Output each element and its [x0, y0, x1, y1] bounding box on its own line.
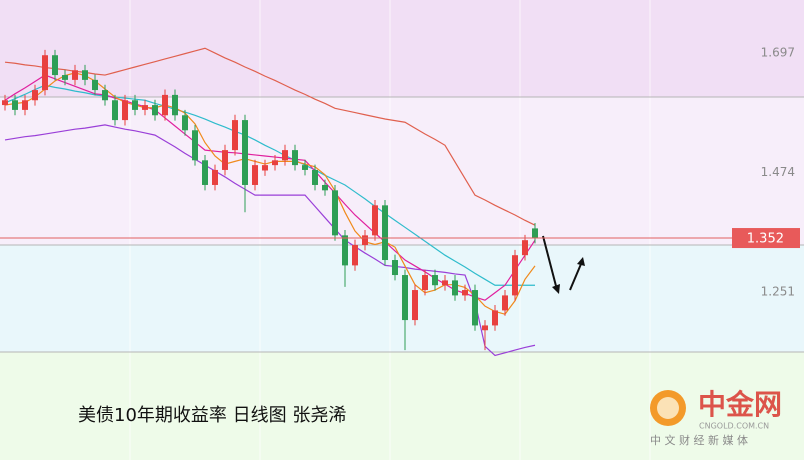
vertical-grid	[129, 0, 651, 460]
watermark-slogan: 中 文 财 经 新 媒 体	[650, 433, 748, 447]
candle-body	[302, 165, 308, 170]
candle-body	[52, 55, 58, 76]
candle-body	[252, 165, 258, 185]
forecast-arrows	[542, 235, 585, 294]
candle-body	[422, 275, 428, 291]
candle-body	[112, 100, 118, 121]
candle-body	[132, 100, 138, 110]
candle-body	[362, 235, 368, 246]
candle-body	[82, 70, 88, 80]
candle-body	[402, 275, 408, 321]
candle-body	[492, 310, 498, 326]
chart-title: 美债10年期收益率 日线图 张尧浠	[78, 405, 346, 426]
indicator-line	[4, 124, 536, 357]
candle-body	[412, 290, 418, 321]
candle-body	[292, 150, 298, 166]
plot	[2, 47, 538, 357]
candle-body	[262, 165, 268, 171]
candle-body	[372, 205, 378, 236]
candle-body	[272, 160, 278, 166]
zone-band	[0, 0, 804, 97]
candle-body	[42, 55, 48, 91]
candle-body	[12, 100, 18, 110]
candle-body	[382, 205, 388, 261]
watermark-domain: CNGOLD.COM.CN	[699, 422, 769, 431]
candle-body	[442, 280, 448, 286]
candle-body	[122, 100, 128, 121]
candle-body	[342, 235, 348, 266]
candle-body	[182, 115, 188, 131]
candle-body	[282, 150, 288, 161]
zone-band	[0, 97, 804, 245]
candle-body	[322, 184, 328, 191]
candle-body	[192, 130, 198, 161]
candle-body	[162, 94, 168, 116]
candle-body	[72, 70, 78, 80]
candle-body	[522, 240, 528, 256]
candle-body	[202, 160, 208, 185]
candle-body	[332, 190, 338, 236]
indicator-line	[4, 47, 536, 226]
y-tick-label: 1.697	[761, 46, 795, 60]
candle-body	[462, 290, 468, 296]
candle-body	[352, 245, 358, 266]
candle-body	[392, 260, 398, 276]
candle-body	[532, 228, 538, 239]
indicator-line	[4, 84, 535, 286]
candle-body	[62, 75, 68, 80]
candle-body	[472, 290, 478, 326]
candle-body	[172, 94, 178, 116]
candle-body	[242, 120, 248, 185]
candle-body	[222, 150, 228, 170]
candle-body	[92, 79, 98, 91]
candle-body	[512, 255, 518, 296]
candle-body	[152, 105, 158, 116]
candle-body	[102, 90, 108, 101]
candle-body	[2, 100, 8, 106]
candle-body	[452, 280, 458, 296]
candle-body	[142, 105, 148, 110]
zone-line	[0, 96, 804, 353]
candle-body	[482, 325, 488, 331]
candle-body	[232, 120, 238, 151]
candle-body	[502, 295, 508, 311]
candle-body	[432, 275, 438, 286]
last-price-label: 1.352	[747, 232, 784, 247]
watermark-brand: 中金网	[698, 388, 782, 421]
candle-body	[22, 100, 28, 110]
candle-body	[312, 169, 318, 185]
candle-body	[32, 90, 38, 101]
y-tick-label: 1.251	[761, 285, 795, 299]
last-price-tag	[732, 228, 800, 249]
logo-icon	[657, 397, 679, 419]
y-tick-label: 1.474	[761, 165, 795, 179]
candle-body	[212, 169, 218, 185]
